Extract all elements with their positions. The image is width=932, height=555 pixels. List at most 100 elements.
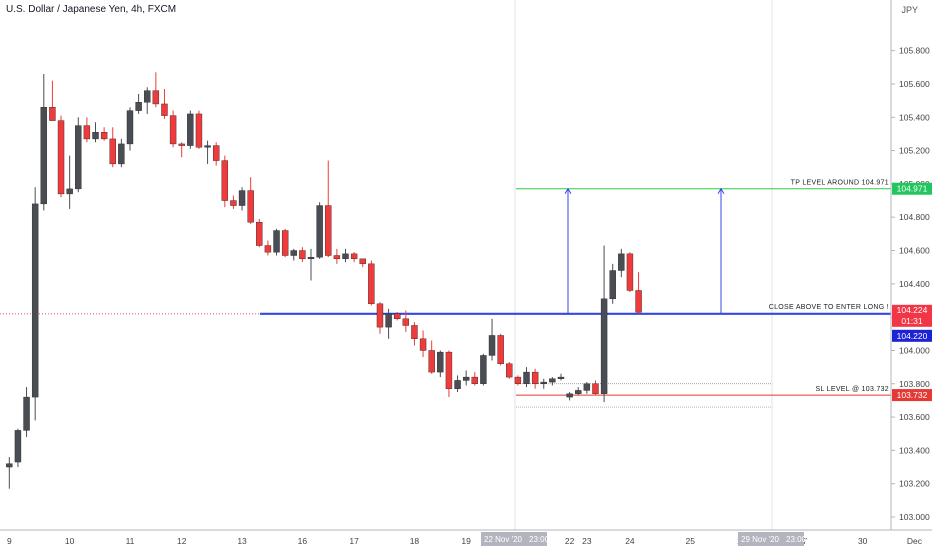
candle-body [281, 230, 289, 256]
candle-body [626, 253, 634, 291]
candle [290, 248, 297, 261]
candle-body [299, 250, 306, 260]
date-box-time: 23:00 [786, 535, 807, 544]
candle [342, 248, 349, 263]
candle-body [23, 396, 30, 431]
candle [566, 392, 573, 401]
tag-text: 104.224 [897, 305, 928, 315]
candle-body [359, 258, 366, 265]
candle-body [238, 190, 246, 206]
candle-body [109, 138, 116, 165]
candle [264, 240, 272, 256]
candle-body [437, 351, 444, 373]
candle-body [394, 313, 401, 320]
candle [506, 362, 513, 379]
candle [152, 72, 160, 108]
date-label-1: 22 Nov '20 23:00 [481, 532, 550, 546]
candle-body [462, 376, 470, 381]
candle-body [31, 203, 39, 398]
y-tick-label: 104.600 [899, 246, 930, 256]
y-tick-label: 105.800 [899, 46, 930, 56]
candle [454, 375, 461, 393]
x-tick-label: 24 [625, 536, 635, 546]
candle [325, 160, 332, 258]
candle-body [152, 90, 160, 105]
tag-text: 103.732 [897, 390, 928, 400]
candle-body [57, 120, 65, 195]
candle [540, 378, 547, 389]
candle-body [411, 325, 418, 339]
candle [402, 310, 410, 333]
candle-body [144, 90, 151, 103]
tp-arrow-1[interactable] [564, 187, 572, 314]
candle [333, 248, 341, 264]
candle [40, 73, 47, 211]
y-tick-label: 104.000 [899, 345, 930, 355]
candle [368, 260, 375, 306]
candle-body [600, 298, 608, 394]
date-box-bg [738, 532, 804, 546]
date-label-2: 29 Nov '20 23:00 [738, 532, 807, 546]
blue-price-tag: 104.220 [892, 329, 932, 342]
candle [575, 387, 582, 396]
candle [299, 247, 306, 263]
candle-body [497, 335, 504, 364]
tag-bg [892, 329, 932, 342]
candle-body [325, 205, 332, 256]
candle [118, 138, 125, 168]
x-tick-label: 25 [686, 536, 696, 546]
candle-body [264, 245, 272, 253]
y-tick-label: 103.600 [899, 412, 930, 422]
date-box-bg [481, 532, 547, 546]
candle-body [523, 371, 530, 384]
arrow-head [717, 187, 725, 194]
candle-body [333, 255, 341, 260]
candle [488, 318, 496, 361]
tag-text: 104.971 [897, 184, 928, 194]
candle [385, 308, 392, 339]
candle-body [290, 250, 297, 256]
candle-body [454, 380, 461, 389]
candle-body [204, 145, 211, 148]
candle [514, 375, 522, 386]
candle [204, 140, 211, 164]
candle [307, 248, 315, 281]
candle-body [419, 338, 427, 351]
candle-body [256, 222, 263, 246]
level-lines [0, 188, 891, 408]
x-tick-label: 30 [858, 536, 868, 546]
candle-body [40, 107, 47, 205]
tag-bg [892, 304, 932, 327]
candle-body [566, 393, 573, 398]
candle [437, 350, 444, 378]
x-tick-label: 18 [410, 536, 420, 546]
candle [187, 110, 194, 149]
candle [411, 322, 418, 346]
candle-body [187, 113, 194, 146]
candle [635, 272, 642, 314]
candle [316, 202, 323, 259]
candle [376, 302, 384, 334]
candle-body [221, 160, 229, 201]
tag-text: 104.220 [897, 331, 928, 341]
x-tick-label: 23 [582, 536, 592, 546]
candle-body [428, 350, 435, 373]
tp-arrow-2[interactable] [717, 187, 725, 314]
candles [6, 72, 642, 489]
y-tick-label: 104.800 [899, 212, 930, 222]
y-tick-label: 105.400 [899, 112, 930, 122]
grid [514, 0, 773, 530]
arrow-head [564, 187, 572, 194]
candle [557, 373, 565, 381]
candle-body [6, 463, 13, 468]
candle-body [480, 355, 487, 384]
candle-body [169, 115, 177, 145]
candle [592, 380, 599, 396]
sl-annotation: SL LEVEL @ 103.732 [816, 386, 889, 393]
candle-body [212, 145, 220, 161]
